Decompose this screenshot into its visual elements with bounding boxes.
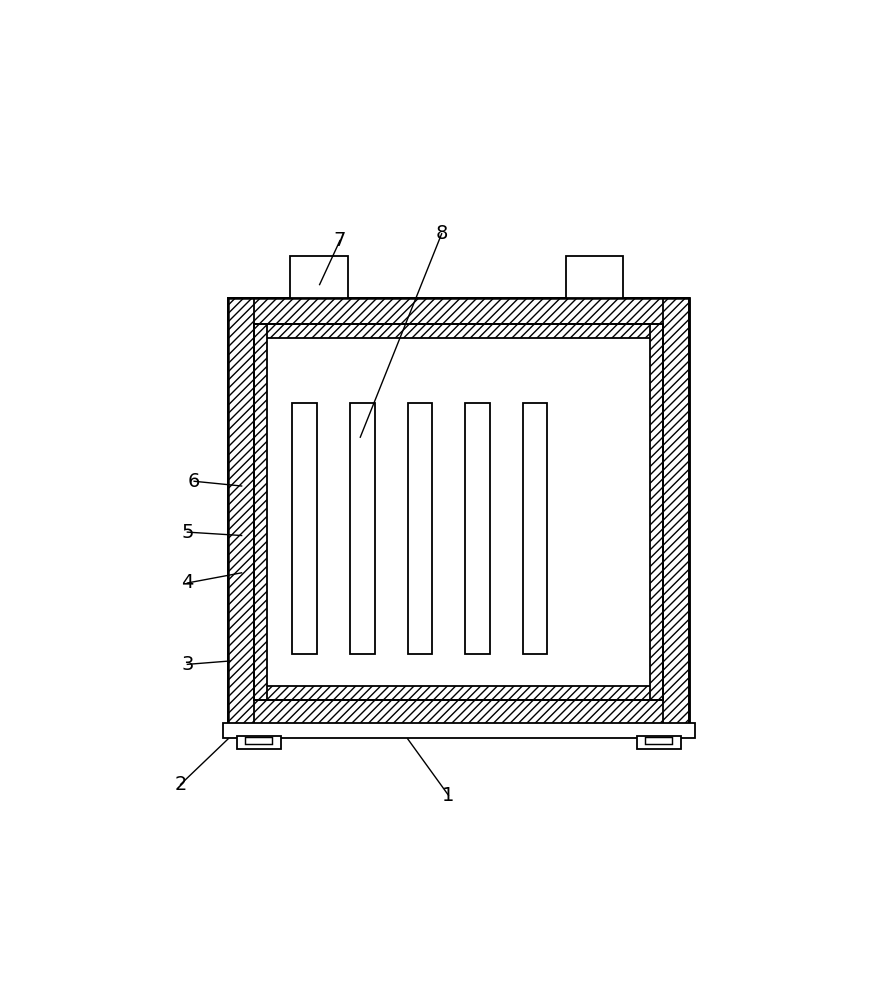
Bar	[228, 298, 254, 725]
Text: 2: 2	[174, 775, 186, 794]
Bar	[566, 256, 623, 298]
Bar	[228, 700, 690, 725]
Text: 3: 3	[181, 655, 193, 674]
Bar	[254, 686, 663, 700]
Bar	[645, 737, 672, 744]
Bar	[223, 723, 695, 738]
Bar	[237, 736, 281, 749]
Bar	[268, 338, 650, 686]
Bar	[228, 298, 690, 725]
Bar	[663, 298, 690, 725]
Bar	[245, 737, 272, 744]
Bar	[290, 256, 348, 298]
Text: 4: 4	[181, 573, 193, 592]
Bar	[228, 298, 690, 324]
Text: 6: 6	[188, 472, 200, 491]
Bar	[228, 298, 690, 725]
Bar	[350, 403, 374, 654]
Bar	[254, 324, 663, 338]
Bar	[637, 736, 681, 749]
Text: 5: 5	[181, 523, 193, 542]
Bar	[292, 403, 317, 654]
Bar	[254, 324, 268, 700]
Bar	[650, 324, 663, 700]
Bar	[466, 403, 490, 654]
Bar	[408, 403, 432, 654]
Text: 7: 7	[333, 231, 346, 250]
Text: 1: 1	[442, 786, 455, 805]
Bar	[254, 324, 663, 700]
Bar	[523, 403, 548, 654]
Text: 8: 8	[436, 224, 448, 243]
Bar	[254, 324, 663, 700]
